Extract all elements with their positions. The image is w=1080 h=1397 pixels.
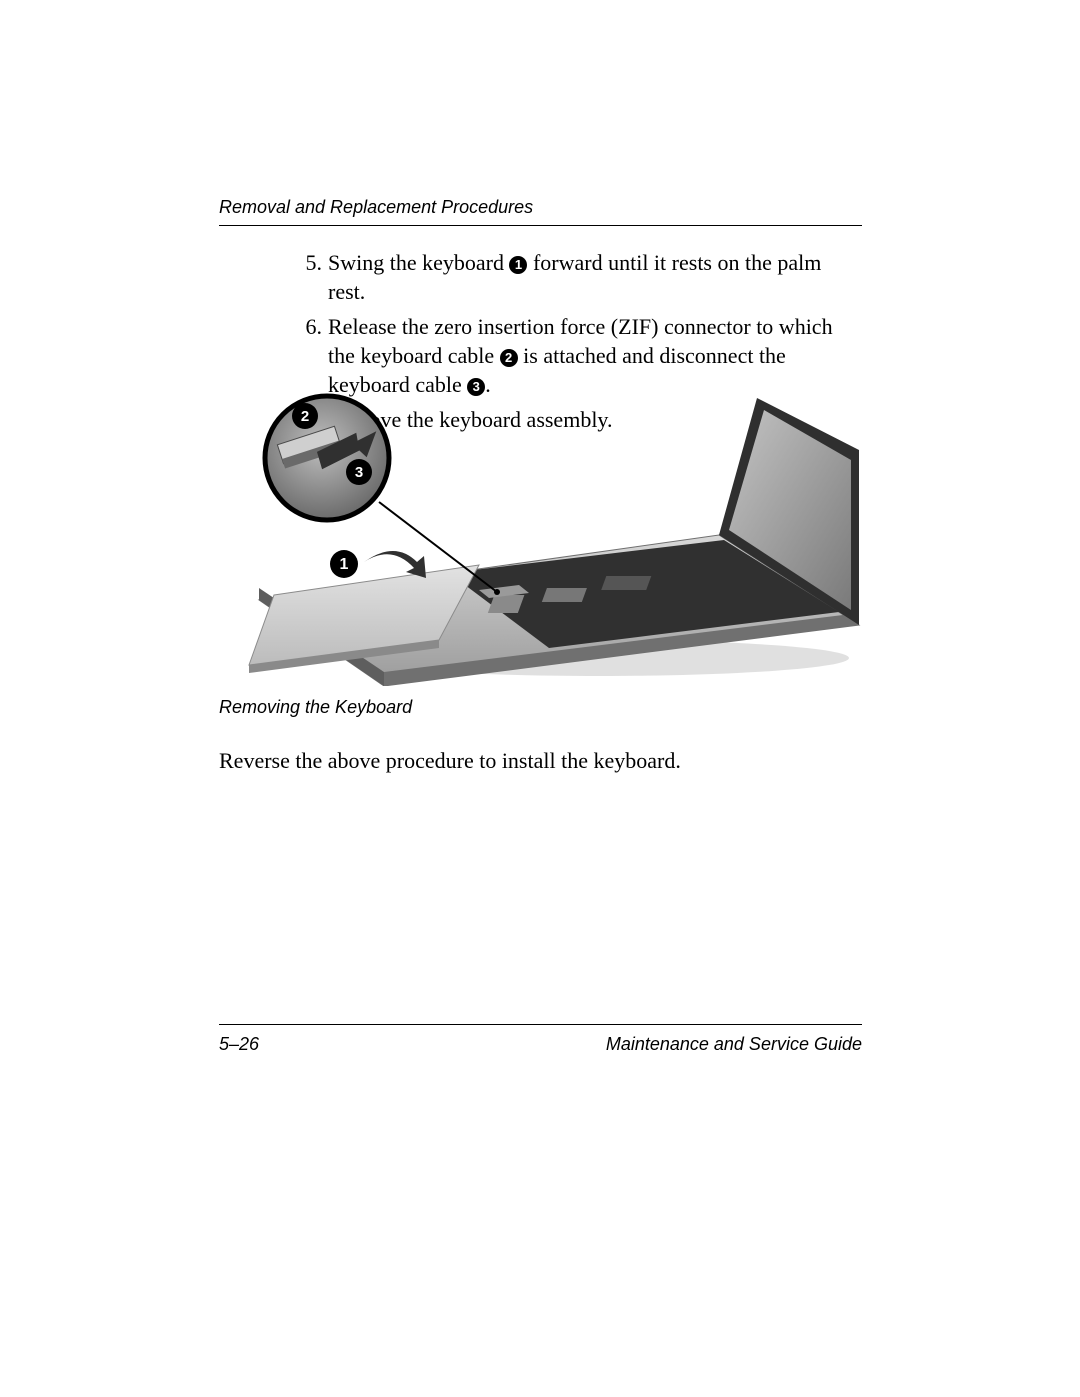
inline-callout-2: 2 xyxy=(500,349,518,367)
page: Removal and Replacement Procedures 5.Swi… xyxy=(0,0,1080,1397)
step-number: 5. xyxy=(296,248,328,306)
step-text: Swing the keyboard 1 forward until it re… xyxy=(328,248,862,306)
callout-2-label: 2 xyxy=(301,408,309,425)
closing-text: Reverse the above procedure to install t… xyxy=(219,748,681,774)
step-text: Release the zero insertion force (ZIF) c… xyxy=(328,312,862,399)
footer-doc-title: Maintenance and Service Guide xyxy=(606,1034,862,1055)
inline-callout-1: 1 xyxy=(509,256,527,274)
footer-page-number: 5–26 xyxy=(219,1034,259,1055)
callout-3-label: 3 xyxy=(355,464,363,481)
inset-detail: 2 3 xyxy=(265,396,389,520)
callout-1-label: 1 xyxy=(340,556,349,573)
footer-rule xyxy=(219,1024,862,1025)
step-6: 6.Release the zero insertion force (ZIF)… xyxy=(296,312,862,399)
header-rule xyxy=(219,225,862,226)
header-section-title: Removal and Replacement Procedures xyxy=(219,197,862,218)
figure-caption: Removing the Keyboard xyxy=(219,697,412,718)
figure-removing-keyboard: 1 2 3 xyxy=(219,390,862,686)
step-5: 5.Swing the keyboard 1 forward until it … xyxy=(296,248,862,306)
step-number: 6. xyxy=(296,312,328,399)
callout-1-group: 1 xyxy=(330,550,426,578)
